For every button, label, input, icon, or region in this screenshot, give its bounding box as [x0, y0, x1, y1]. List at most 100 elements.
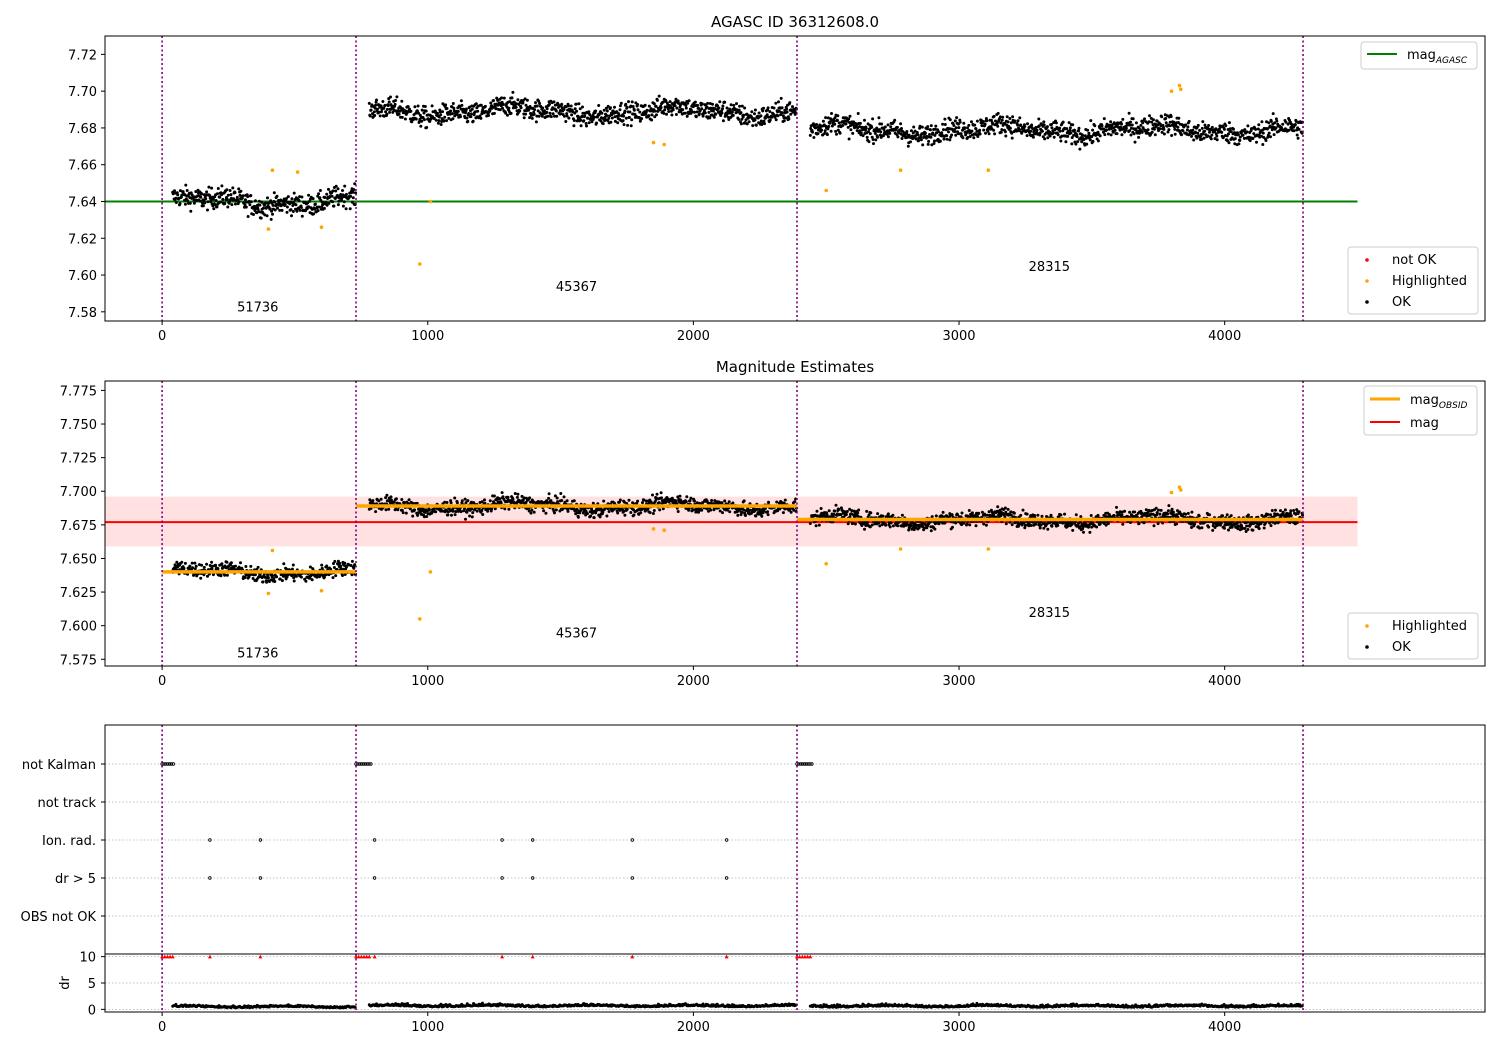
estimates-ok-point — [446, 513, 450, 517]
agasc-highlighted-point — [1169, 89, 1174, 93]
agasc-ok-point — [377, 110, 381, 114]
agasc-ok-point — [989, 118, 993, 122]
estimates-ok-point — [1049, 513, 1053, 517]
agasc-ok-point — [864, 126, 868, 130]
agasc-ok-point — [906, 144, 910, 148]
agasc-ok-point — [811, 130, 814, 134]
estimates-ok-point — [481, 513, 485, 516]
estimates-ok-point — [450, 513, 453, 517]
agasc-ok-point — [569, 104, 573, 108]
agasc-ok-point — [782, 119, 786, 123]
agasc-ok-point — [851, 131, 855, 135]
agasc-ok-point — [237, 200, 241, 204]
estimates-ok-point — [182, 566, 186, 570]
agasc-ok-point — [896, 135, 900, 139]
agasc-ok-point — [307, 193, 311, 197]
estimates-ok-point — [453, 496, 457, 500]
agasc-ok-point — [297, 199, 301, 203]
agasc-ok-point — [588, 113, 592, 116]
agasc-ok-point — [630, 100, 634, 104]
agasc-ok-point — [1160, 115, 1164, 119]
agasc-ok-point — [1237, 142, 1241, 146]
agasc-ok-point — [577, 102, 581, 106]
estimates-ok-point — [678, 494, 682, 498]
agasc-ok-point — [714, 112, 718, 116]
agasc-ok-point — [982, 128, 986, 132]
estimates-ok-point — [629, 511, 633, 514]
agasc-ok-point — [286, 195, 290, 199]
agasc-ok-point — [999, 121, 1003, 125]
agasc-ok-point — [382, 106, 386, 110]
agasc-ok-point — [1102, 117, 1106, 121]
agasc-ok-point — [879, 130, 883, 134]
agasc-ok-point — [653, 109, 657, 113]
agasc-ok-point — [719, 114, 723, 117]
agasc-ok-point — [420, 108, 424, 112]
agasc-ok-point — [709, 106, 713, 110]
estimates-ok-point — [1270, 509, 1274, 512]
agasc-ok-point — [1180, 133, 1183, 137]
agasc-ok-point — [1209, 137, 1213, 141]
agasc-ok-point — [1106, 132, 1110, 136]
estimates-ok-point — [371, 499, 375, 503]
agasc-ok-point — [458, 105, 462, 109]
agasc-ok-point — [413, 105, 417, 109]
agasc-ok-point — [1050, 123, 1053, 126]
estimates-ok-point — [651, 493, 654, 497]
estimates-ok-point — [338, 561, 342, 565]
estimates-ok-point — [808, 522, 812, 525]
agasc-ok-point — [636, 108, 640, 112]
agasc-ok-point — [587, 110, 591, 114]
agasc-ok-point — [299, 206, 303, 209]
estimates-ok-point — [503, 507, 507, 511]
estimates-ok-point — [427, 508, 431, 512]
agasc-ok-point — [1136, 129, 1140, 133]
agasc-ok-point — [1128, 123, 1132, 127]
estimates-ok-point — [1171, 510, 1175, 514]
agasc-ok-point — [636, 103, 640, 106]
estimates-ok-point — [689, 496, 693, 500]
agasc-ok-point — [492, 111, 496, 115]
agasc-ok-point — [917, 139, 921, 142]
estimates-ok-point — [271, 574, 274, 578]
estimates-ok-point — [930, 515, 934, 519]
estimates-ok-point — [618, 498, 622, 502]
agasc-ok-point — [375, 107, 379, 111]
agasc-ok-point — [1056, 133, 1060, 137]
estimates-ok-point — [559, 492, 563, 495]
agasc-ok-point — [697, 112, 701, 116]
agasc-ok-point — [572, 119, 576, 122]
agasc-ok-point — [650, 118, 654, 122]
agasc-ok-point — [564, 120, 568, 123]
agasc-ok-point — [645, 108, 649, 112]
estimates-ok-point — [884, 523, 888, 527]
agasc-ok-point — [535, 104, 539, 108]
estimates-highlighted-point — [986, 547, 991, 551]
estimates-ok-point — [547, 496, 551, 500]
agasc-ok-point — [228, 189, 232, 192]
agasc-ok-point — [744, 118, 748, 122]
agasc-ok-point — [600, 111, 604, 115]
agasc-ok-point — [1196, 131, 1200, 135]
agasc-ok-point — [290, 197, 294, 201]
agasc-ok-point — [983, 122, 987, 126]
agasc-ok-point — [900, 137, 904, 140]
agasc-ok-point — [327, 187, 330, 191]
agasc-ok-point — [652, 102, 656, 106]
agasc-ok-point — [206, 200, 210, 204]
agasc-ok-point — [201, 201, 204, 205]
estimates-ok-point — [657, 501, 661, 505]
agasc-ok-point — [328, 195, 332, 198]
estimates-highlighted-point — [651, 527, 656, 531]
agasc-ok-point — [725, 106, 729, 110]
agasc-ok-point — [870, 135, 874, 139]
agasc-ok-point — [847, 117, 851, 121]
estimates-ok-point — [933, 527, 937, 531]
agasc-ok-point — [595, 121, 598, 125]
agasc-ok-point — [1064, 140, 1068, 144]
agasc-ok-point — [1147, 120, 1151, 124]
agasc-ok-point — [1074, 142, 1078, 146]
estimates-ok-point — [598, 515, 602, 519]
agasc-ok-point — [522, 116, 526, 120]
agasc-ok-point — [243, 203, 247, 207]
